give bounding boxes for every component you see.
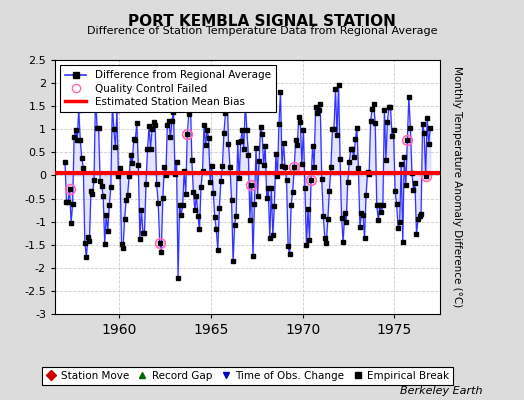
- Text: PORT KEMBLA SIGNAL STATION: PORT KEMBLA SIGNAL STATION: [128, 14, 396, 29]
- Legend: Station Move, Record Gap, Time of Obs. Change, Empirical Break: Station Move, Record Gap, Time of Obs. C…: [42, 367, 453, 385]
- Text: Difference of Station Temperature Data from Regional Average: Difference of Station Temperature Data f…: [87, 26, 437, 36]
- Y-axis label: Monthly Temperature Anomaly Difference (°C): Monthly Temperature Anomaly Difference (…: [452, 66, 462, 308]
- Text: Berkeley Earth: Berkeley Earth: [400, 386, 482, 396]
